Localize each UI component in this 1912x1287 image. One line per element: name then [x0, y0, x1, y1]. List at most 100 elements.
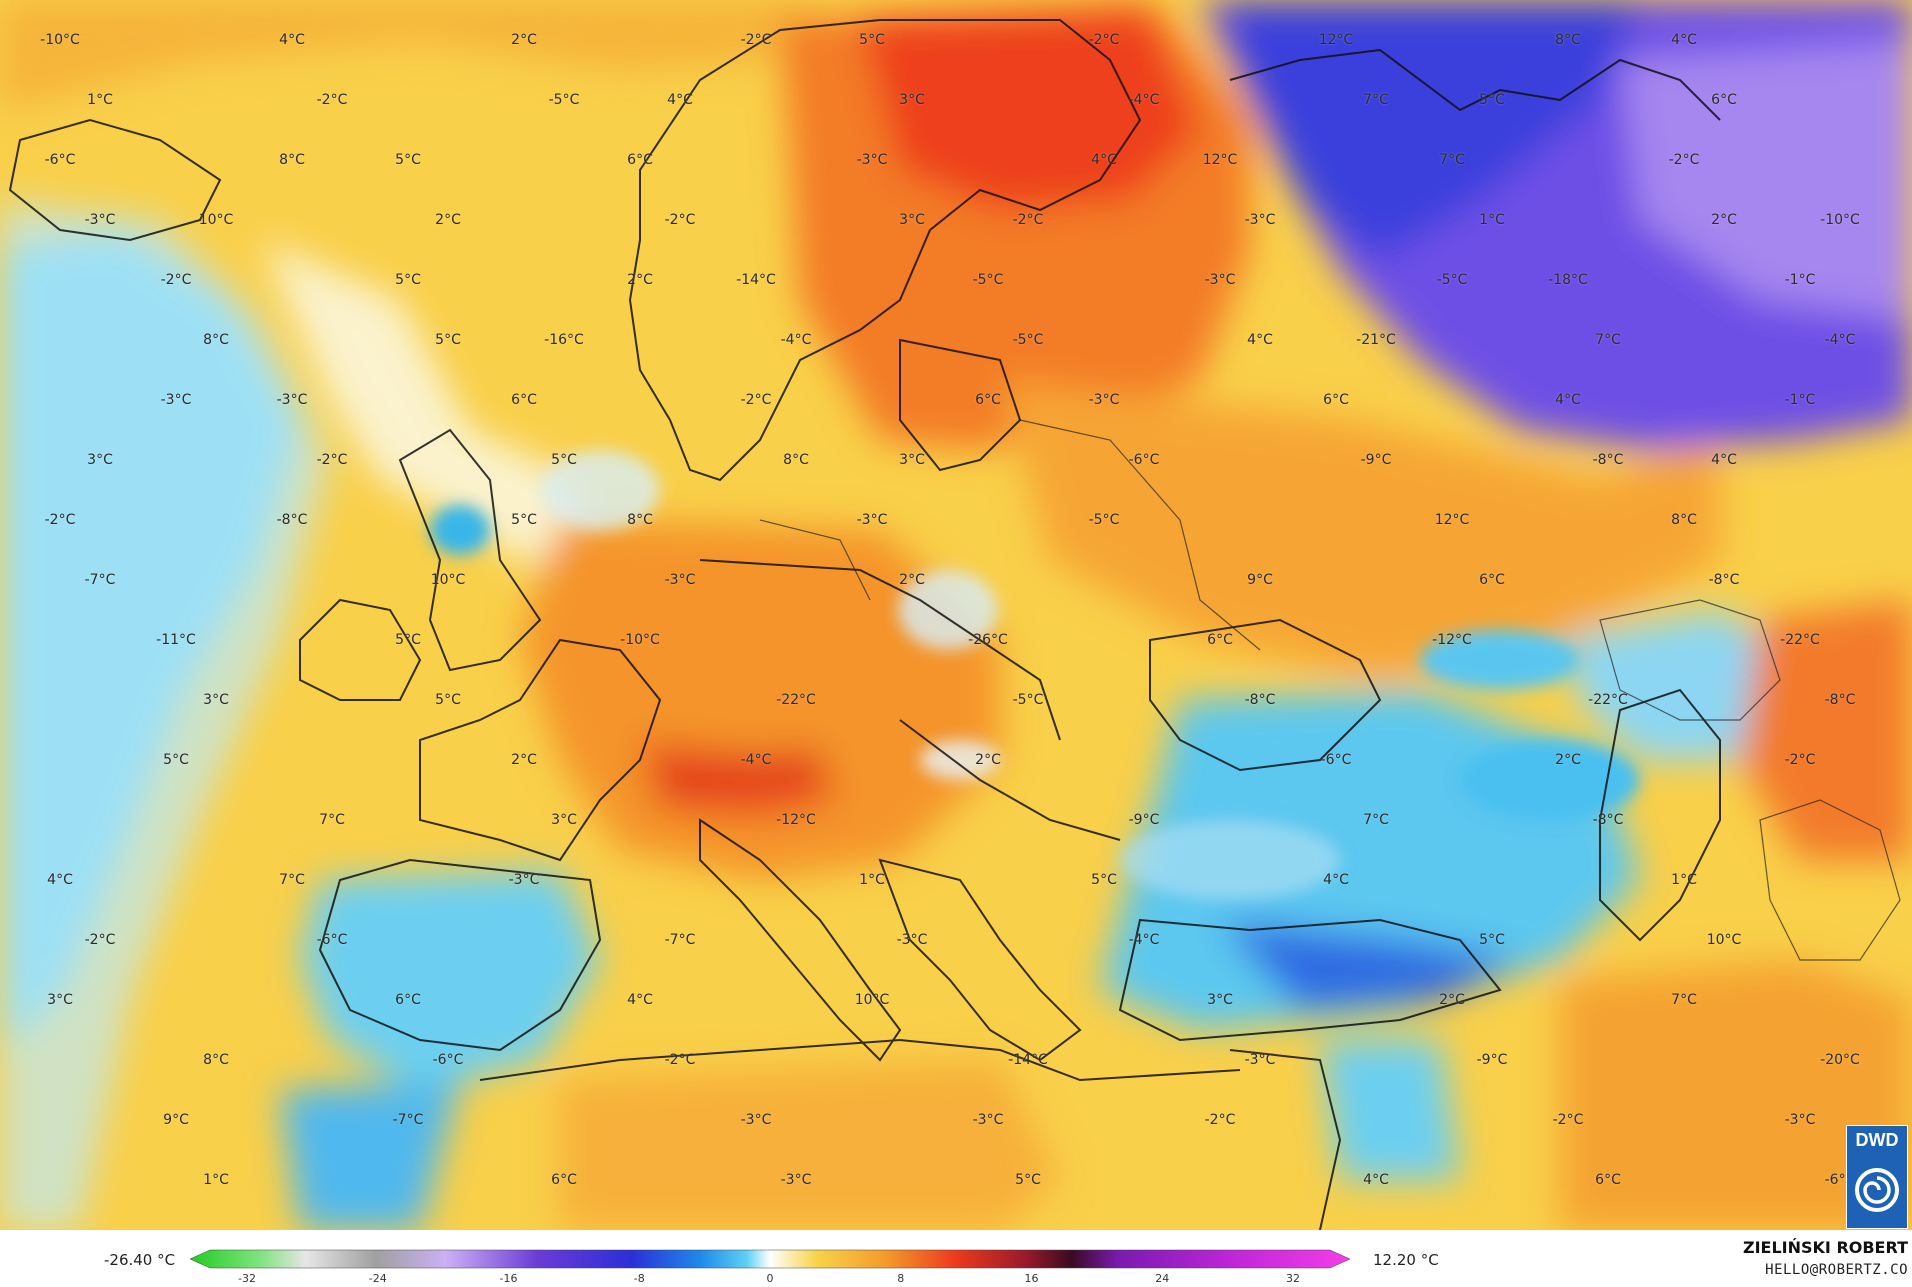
temperature-label: 2°C [511, 752, 537, 768]
temperature-label: -9°C [1360, 452, 1392, 468]
temperature-label: 10°C [1706, 932, 1742, 948]
colorbar-min-label: -26.40 °C [104, 1251, 176, 1269]
temperature-label: 7°C [1595, 332, 1621, 348]
temperature-label: -4°C [1824, 332, 1856, 348]
temperature-label: 6°C [975, 392, 1001, 408]
temperature-label: 9°C [163, 1112, 189, 1128]
temperature-label: -2°C [1668, 152, 1700, 168]
temperature-label: -4°C [780, 332, 812, 348]
temperature-label: 6°C [1595, 1172, 1621, 1188]
temperature-label: -3°C [856, 152, 888, 168]
colorbar-tick-label: 32 [1286, 1272, 1300, 1285]
temperature-label: 4°C [279, 32, 305, 48]
temperature-label: 2°C [627, 272, 653, 288]
colorbar-tick-label: 0 [766, 1272, 774, 1285]
temperature-label: -2°C [1088, 32, 1120, 48]
temperature-label: 5°C [551, 452, 577, 468]
temperature-label: -6°C [1320, 752, 1352, 768]
temperature-label: -2°C [664, 1052, 696, 1068]
temperature-label: 4°C [1555, 392, 1581, 408]
temperature-label: -3°C [276, 392, 308, 408]
author-credit: ZIELIŃSKI ROBERT [1742, 1238, 1908, 1257]
author-email[interactable]: HELLO@ROBERTZ.CO [1765, 1262, 1908, 1278]
temperature-label: -11°C [156, 632, 196, 648]
temperature-label: 10°C [198, 212, 234, 228]
temperature-label: 3°C [899, 452, 925, 468]
temperature-label: 8°C [203, 332, 229, 348]
temperature-label: 4°C [1671, 32, 1697, 48]
temperature-label: 4°C [1091, 152, 1117, 168]
temperature-label: -2°C [84, 932, 116, 948]
colorbar-tick-label: -32 [238, 1272, 256, 1285]
temperature-label: -12°C [776, 812, 816, 828]
temperature-label: 7°C [319, 812, 345, 828]
temperature-label: -4°C [1128, 932, 1160, 948]
temperature-label: -7°C [84, 572, 116, 588]
temperature-label: -3°C [896, 932, 928, 948]
temperature-label: -8°C [276, 512, 308, 528]
temperature-label: 4°C [627, 992, 653, 1008]
temperature-label: -5°C [1012, 332, 1044, 348]
temperature-label: 1°C [1671, 872, 1697, 888]
temperature-label: -6°C [1128, 452, 1160, 468]
temperature-label: 5°C [395, 272, 421, 288]
temperature-label: -10°C [620, 632, 660, 648]
temperature-label: 5°C [1091, 872, 1117, 888]
temperature-label: 5°C [511, 512, 537, 528]
temperature-label: -5°C [1436, 272, 1468, 288]
temperature-label: -2°C [316, 92, 348, 108]
temperature-label: 6°C [511, 392, 537, 408]
temperature-label: 5°C [163, 752, 189, 768]
temperature-label: -3°C [508, 872, 540, 888]
colorbar [190, 1249, 1350, 1269]
temperature-label: -22°C [1780, 632, 1820, 648]
dwd-logo: DWD [1846, 1125, 1908, 1229]
temperature-label: 5°C [395, 152, 421, 168]
temperature-label: -26°C [968, 632, 1008, 648]
temperature-label: -8°C [1824, 692, 1856, 708]
temperature-label: -7°C [392, 1112, 424, 1128]
temperature-label: -2°C [1784, 752, 1816, 768]
temperature-label: 5°C [435, 692, 461, 708]
temperature-label: -3°C [1244, 1052, 1276, 1068]
temperature-label: -8°C [1592, 812, 1624, 828]
temperature-label: -2°C [740, 32, 772, 48]
temperature-label: -6°C [316, 932, 348, 948]
temperature-label: 7°C [279, 872, 305, 888]
temperature-label: 3°C [899, 212, 925, 228]
temperature-label: 2°C [975, 752, 1001, 768]
temperature-label: 8°C [1671, 512, 1697, 528]
temperature-label: 7°C [1363, 92, 1389, 108]
temperature-label: -3°C [1244, 212, 1276, 228]
temperature-label: 5°C [435, 332, 461, 348]
temperature-label: -21°C [1356, 332, 1396, 348]
temperature-label: -2°C [740, 392, 772, 408]
temperature-label: -2°C [1552, 1112, 1584, 1128]
temperature-label: 5°C [1479, 932, 1505, 948]
temperature-label: -5°C [972, 272, 1004, 288]
temperature-label: 6°C [1479, 572, 1505, 588]
temperature-label: 6°C [627, 152, 653, 168]
temperature-label: -18°C [1548, 272, 1588, 288]
temperature-label: -3°C [1784, 1112, 1816, 1128]
temperature-label: -1°C [1784, 272, 1816, 288]
temperature-label: 2°C [1439, 992, 1465, 1008]
temperature-label: -2°C [44, 512, 76, 528]
temperature-label: -2°C [1204, 1112, 1236, 1128]
temperature-label: 4°C [1323, 872, 1349, 888]
temperature-label: 10°C [430, 572, 466, 588]
temperature-label: -3°C [1088, 392, 1120, 408]
temperature-label: 2°C [511, 32, 537, 48]
temperature-label: 7°C [1671, 992, 1697, 1008]
temperature-label: 5°C [1479, 92, 1505, 108]
colorbar-tick-label: -16 [499, 1272, 518, 1285]
temperature-label: -3°C [664, 572, 696, 588]
temperature-label: -2°C [1012, 212, 1044, 228]
temperature-label: 2°C [435, 212, 461, 228]
temperature-label: -1°C [1784, 392, 1816, 408]
temperature-label: 8°C [627, 512, 653, 528]
temperature-label: 8°C [783, 452, 809, 468]
temperature-label: 2°C [899, 572, 925, 588]
temperature-label: 3°C [203, 692, 229, 708]
temperature-label: 8°C [1555, 32, 1581, 48]
